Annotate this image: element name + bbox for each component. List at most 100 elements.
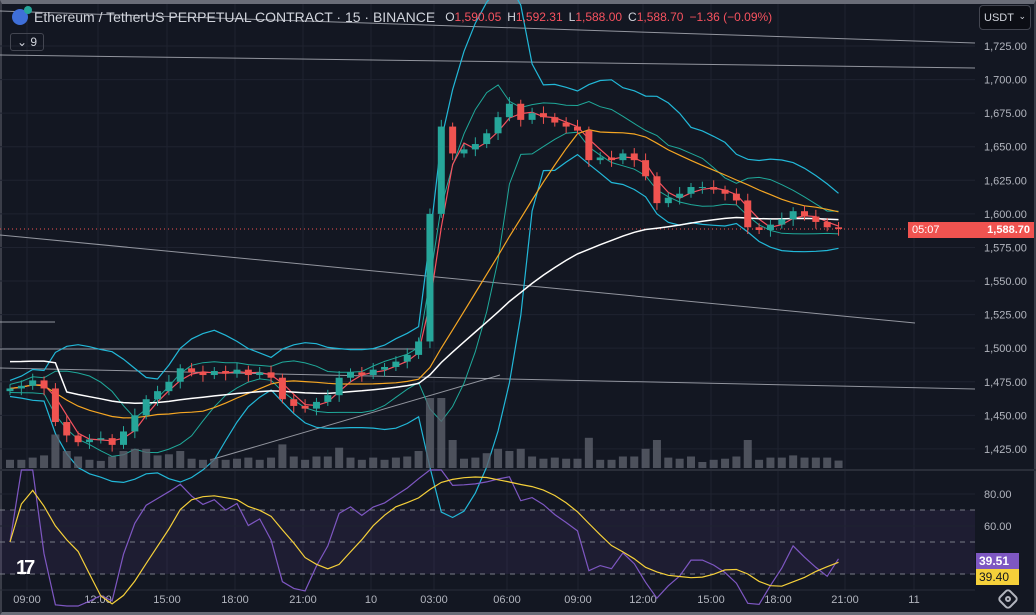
candle-body [369,369,377,376]
volume-bar [777,457,786,468]
candle-body [6,388,14,392]
candle-body [131,415,139,432]
candle-body [392,361,400,367]
rsi-value-tag: 39.51 [976,553,1019,569]
volume-bar [130,448,139,468]
candle-body [505,103,513,118]
volume-bar [562,458,571,468]
x-tick-label: 12:00 [629,594,657,606]
currency-select[interactable]: USDT ⌄ [979,5,1031,30]
candle-body [801,211,808,217]
bollinger-upper [9,0,839,381]
candle-body [471,144,479,150]
volume-bar [289,456,298,468]
volume-bar [346,457,355,468]
candle-body [381,366,389,370]
candle-body [721,189,729,194]
volume-bar [198,459,207,468]
candle-body [608,157,616,161]
bollinger-lower [9,153,839,519]
volume-bar [630,456,639,468]
volume-bar [164,454,173,468]
candle-body [301,405,309,409]
volume-bar [40,455,49,468]
indicator-count: 9 [30,35,38,49]
ma-mid-line [9,129,839,419]
volume-bar [675,458,684,468]
volume-bar [278,444,287,468]
volume-bar [301,459,310,468]
volume-bar [482,453,491,468]
bar-countdown: 05:07 [912,224,940,236]
volume-bar [425,398,434,468]
volume-bar [698,462,707,468]
candle-body [176,368,184,382]
y-tick-label: 1,625.00 [984,175,1027,187]
candle-body [74,435,82,443]
candle-body [585,130,593,161]
candle-body [755,227,763,230]
volume-bar [17,459,26,468]
volume-bar [414,451,423,468]
volume-bar [539,458,548,468]
volume-bar [357,459,366,468]
candle-body [142,399,150,416]
currency-label: USDT [984,12,1014,24]
volume-bar [244,457,253,468]
candle-body [267,372,275,378]
tradingview-logo: 17 [16,557,35,579]
ma-fast-line [9,111,839,442]
y-tick-label: 1,525.00 [984,310,1027,322]
volume-bar [528,456,537,468]
volume-bar [74,456,83,468]
x-tick-label: 09:00 [564,594,592,606]
indicators-toggle-button[interactable]: ⌄ 9 [10,33,45,51]
price-change: −1.36 (−0.09%) [689,10,773,24]
volume-bar [62,451,71,468]
volume-bar [494,448,503,468]
candle-body [630,153,638,161]
symbol-title[interactable]: Ethereum / TetherUS PERPETUAL CONTRACT ·… [34,9,436,25]
y-tick-label: 1,500.00 [984,343,1027,355]
volume-bar [221,459,230,468]
candle-body [256,372,264,376]
chevron-down-icon: ⌄ [17,35,31,49]
volume-bar [448,440,457,468]
candle-body [835,227,843,230]
candle-body [199,372,207,376]
candle-body [766,224,774,230]
y-tick-label: 1,700.00 [984,75,1027,87]
volume-bar [732,456,741,468]
volume-bar [51,434,60,468]
x-tick-label: 15:00 [153,594,181,606]
y-tick-label: 1,725.00 [984,41,1027,53]
volume-bar [187,458,196,468]
y-tick-label: 1,675.00 [984,108,1027,120]
candle-body [687,187,695,194]
candle-body [494,117,502,134]
x-tick-label: 11 [908,594,919,606]
ohlc-l: L1,588.00 [568,10,623,24]
candle-body [63,422,71,436]
trend-line [0,54,976,69]
ohlc-o: O1,590.05 [445,10,502,24]
candle-body [312,401,320,409]
volume-bar [403,456,412,468]
ohlc-c: C1,588.70 [628,10,684,24]
volume-bar [789,455,798,468]
x-tick-label: 12:00 [84,594,112,606]
candle-body [358,372,366,376]
candle-body [335,377,343,396]
volume-bar [800,457,809,468]
volume-bar [437,398,446,468]
x-tick-label: 21:00 [831,594,859,606]
volume-bar [664,457,673,468]
volume-bar [618,456,627,468]
volume-bar [516,448,525,468]
trend-line [0,10,976,44]
volume-bar [573,458,582,468]
candle-body [233,369,241,374]
volume-bar [550,457,559,468]
